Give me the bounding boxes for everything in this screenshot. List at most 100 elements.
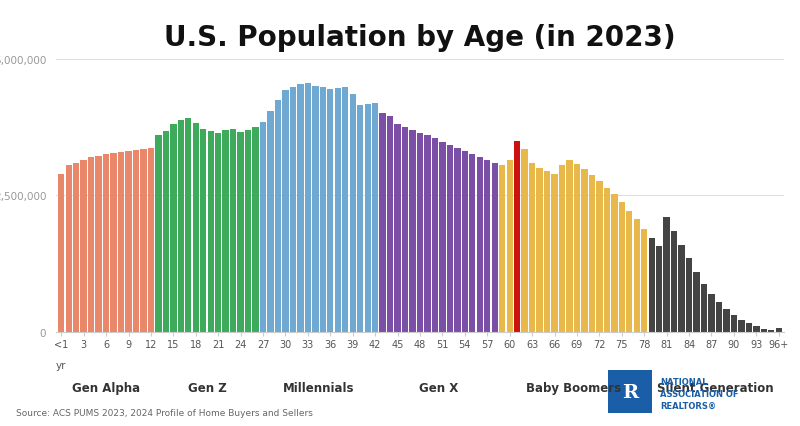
Bar <box>267 112 274 332</box>
Bar <box>582 170 588 332</box>
Bar <box>671 231 678 332</box>
Bar <box>708 294 714 332</box>
Bar <box>424 136 430 332</box>
Bar <box>365 104 371 332</box>
Text: Gen Z: Gen Z <box>188 381 226 394</box>
Bar <box>357 106 363 332</box>
Bar <box>491 163 498 332</box>
Bar <box>126 152 132 332</box>
Bar <box>200 130 206 332</box>
Bar <box>394 125 401 332</box>
Bar <box>66 166 72 332</box>
Bar <box>275 101 281 332</box>
Bar <box>207 132 214 332</box>
Text: Millennials: Millennials <box>283 381 355 394</box>
Bar <box>215 134 222 332</box>
Bar <box>178 121 184 332</box>
Text: Gen X: Gen X <box>419 381 458 394</box>
Bar <box>522 150 528 332</box>
Bar <box>446 146 453 332</box>
Bar <box>439 143 446 332</box>
Bar <box>611 194 618 332</box>
Bar <box>148 149 154 332</box>
Bar <box>462 152 468 332</box>
Bar <box>58 174 65 332</box>
Bar <box>723 309 730 332</box>
Bar <box>238 133 244 332</box>
Bar <box>282 91 289 332</box>
Bar <box>320 87 326 332</box>
Bar <box>738 320 745 332</box>
Bar <box>162 132 169 332</box>
Bar <box>290 88 296 332</box>
Bar <box>618 202 625 332</box>
Text: yr: yr <box>56 360 66 370</box>
Bar <box>327 89 334 332</box>
Bar <box>626 211 633 332</box>
Text: Source: ACS PUMS 2023, 2024 Profile of Home Buyers and Sellers: Source: ACS PUMS 2023, 2024 Profile of H… <box>16 409 313 417</box>
Bar <box>95 156 102 332</box>
Bar <box>753 327 759 332</box>
Bar <box>410 130 416 332</box>
Bar <box>305 83 311 332</box>
Bar <box>694 272 700 332</box>
Bar <box>506 161 513 332</box>
Bar <box>678 245 685 332</box>
Bar <box>252 128 258 332</box>
Bar <box>641 230 647 332</box>
Bar <box>432 139 438 332</box>
Bar <box>566 161 573 332</box>
Bar <box>514 141 520 332</box>
Bar <box>260 122 266 332</box>
Bar <box>298 85 303 332</box>
Bar <box>222 130 229 332</box>
Bar <box>663 218 670 332</box>
Bar <box>529 163 535 332</box>
Text: Silent Generation: Silent Generation <box>657 381 774 394</box>
Bar <box>499 166 506 332</box>
Bar <box>185 118 191 332</box>
Bar <box>230 130 236 332</box>
Bar <box>649 239 655 332</box>
Bar <box>417 133 423 332</box>
Bar <box>245 130 251 332</box>
Text: NATIONAL
ASSOCIATION OF
REALTORS®: NATIONAL ASSOCIATION OF REALTORS® <box>660 377 738 409</box>
Bar <box>634 220 640 332</box>
Bar <box>701 284 707 332</box>
Bar <box>103 155 110 332</box>
Bar <box>559 166 565 332</box>
Bar <box>350 95 356 332</box>
Text: R: R <box>622 383 638 401</box>
Bar <box>387 117 394 332</box>
Bar <box>454 149 461 332</box>
Bar <box>686 259 692 332</box>
Bar <box>574 164 580 332</box>
Bar <box>551 174 558 332</box>
Bar <box>589 176 595 332</box>
Bar <box>604 188 610 332</box>
Bar <box>73 163 79 332</box>
Title: U.S. Population by Age (in 2023): U.S. Population by Age (in 2023) <box>164 24 676 52</box>
Bar <box>110 154 117 332</box>
Bar <box>730 315 737 332</box>
Bar <box>133 151 139 332</box>
Bar <box>342 88 349 332</box>
Bar <box>155 136 162 332</box>
Bar <box>484 161 490 332</box>
Bar <box>88 158 94 332</box>
Bar <box>402 128 408 332</box>
Bar <box>761 329 767 332</box>
Bar <box>537 169 542 332</box>
Bar <box>768 330 774 332</box>
Bar <box>372 103 378 332</box>
Bar <box>716 302 722 332</box>
Bar <box>334 89 341 332</box>
Bar <box>596 182 602 332</box>
Bar <box>775 328 782 332</box>
Bar <box>656 246 662 332</box>
Bar <box>193 124 199 332</box>
Bar <box>477 158 483 332</box>
Bar <box>379 114 386 332</box>
Bar <box>746 324 752 332</box>
Text: Gen Alpha: Gen Alpha <box>72 381 140 394</box>
